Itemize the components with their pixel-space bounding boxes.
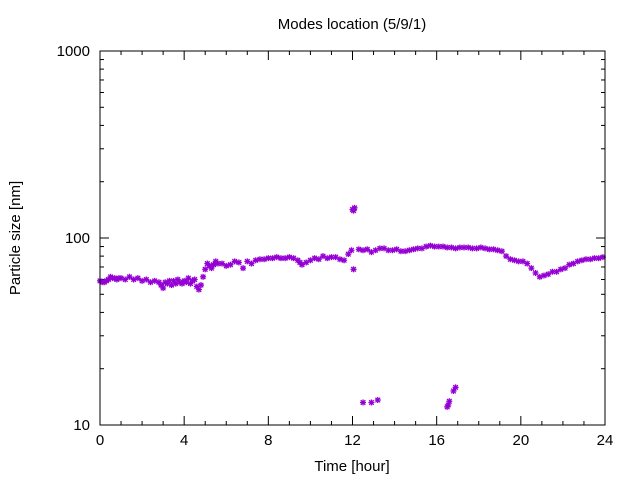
data-point — [348, 247, 355, 254]
data-point — [336, 256, 343, 263]
data-point — [452, 245, 459, 252]
data-point — [553, 268, 560, 275]
chart-title: Modes location (5/9/1) — [278, 16, 426, 33]
data-point — [446, 398, 453, 405]
data-point — [311, 255, 318, 262]
data-point — [252, 257, 259, 264]
data-point — [524, 260, 531, 267]
axis-ticks — [99, 50, 606, 426]
y-axis-label: Particle size [nm] — [7, 181, 24, 295]
data-point — [374, 397, 381, 404]
data-point — [528, 265, 535, 272]
data-point — [410, 246, 417, 253]
data-point — [389, 247, 396, 254]
data-point — [360, 399, 367, 406]
data-point — [503, 253, 510, 260]
data-point — [591, 255, 598, 262]
y-tick-label: 10 — [73, 417, 90, 434]
data-point — [452, 384, 459, 391]
data-point — [143, 276, 150, 283]
data-point — [498, 248, 505, 255]
data-point — [583, 256, 590, 263]
data-point — [122, 276, 129, 283]
y-tick-label: 100 — [65, 230, 90, 247]
data-point — [376, 245, 383, 252]
data-point — [406, 247, 413, 254]
data-point — [477, 244, 484, 251]
plot-frame — [99, 50, 606, 426]
data-point — [507, 256, 514, 263]
data-point — [227, 261, 234, 268]
data-point — [385, 247, 392, 254]
data-point — [570, 260, 577, 267]
data-point — [350, 266, 357, 273]
data-point — [273, 254, 280, 261]
data-point — [448, 244, 455, 251]
axis-tick-labels: 0 4 8 12 16 20 24 10 100 1000 — [57, 43, 614, 449]
data-point — [248, 260, 255, 267]
data-point — [202, 266, 209, 273]
data-point — [191, 276, 198, 283]
data-point — [350, 207, 357, 214]
x-tick-label: 12 — [344, 432, 361, 449]
data-point — [277, 255, 284, 262]
data-point — [490, 246, 497, 253]
data-point — [465, 244, 472, 251]
data-point — [566, 261, 573, 268]
x-tick-label: 8 — [264, 432, 272, 449]
x-tick-label: 4 — [180, 432, 188, 449]
data-point — [231, 258, 238, 265]
data-point — [261, 256, 268, 263]
data-point — [549, 268, 556, 275]
data-points — [97, 204, 606, 410]
x-tick-label: 24 — [597, 432, 614, 449]
data-point — [269, 255, 276, 262]
x-tick-label: 0 — [96, 432, 104, 449]
data-point — [368, 399, 375, 406]
data-point — [200, 273, 207, 280]
data-point — [134, 275, 141, 282]
x-tick-label: 20 — [512, 432, 529, 449]
y-tick-label: 1000 — [57, 43, 90, 60]
data-point — [315, 256, 322, 263]
x-tick-label: 16 — [428, 432, 445, 449]
data-point — [223, 262, 230, 269]
data-point — [286, 254, 293, 261]
data-point — [494, 247, 501, 254]
data-point — [256, 256, 263, 263]
data-point — [235, 259, 242, 266]
data-point — [324, 255, 331, 262]
data-point — [360, 247, 367, 254]
data-point — [185, 275, 192, 282]
data-point — [578, 257, 585, 264]
data-point — [198, 282, 204, 289]
data-point — [595, 255, 602, 262]
data-point — [126, 273, 133, 280]
data-point — [545, 271, 552, 278]
data-point — [402, 248, 409, 255]
data-point — [282, 255, 289, 262]
data-point — [482, 245, 489, 252]
data-point — [557, 266, 564, 273]
data-point — [587, 256, 594, 263]
data-point — [511, 257, 518, 264]
data-point — [355, 246, 362, 253]
x-axis-label: Time [hour] — [314, 458, 389, 475]
data-point — [473, 245, 480, 252]
data-point — [599, 254, 606, 261]
data-point — [240, 265, 247, 272]
data-point — [364, 246, 371, 253]
data-point — [160, 285, 167, 292]
data-point — [574, 258, 581, 265]
data-point — [532, 269, 539, 276]
data-point — [341, 257, 348, 264]
